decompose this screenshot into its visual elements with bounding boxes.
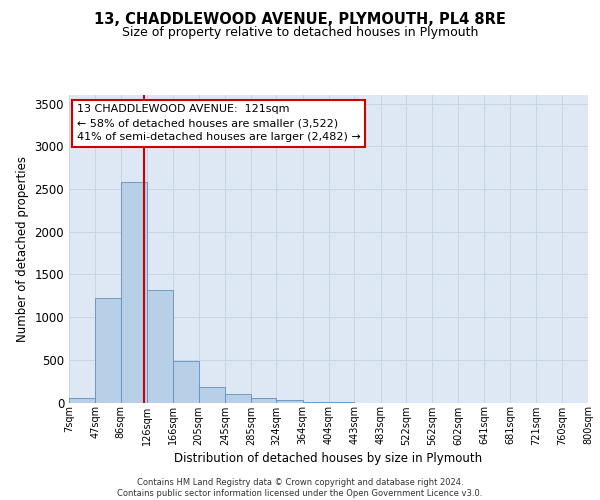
Y-axis label: Number of detached properties: Number of detached properties (16, 156, 29, 342)
Bar (147, 290, 173, 403)
Text: Contains HM Land Registry data © Crown copyright and database right 2024.
Contai: Contains HM Land Registry data © Crown c… (118, 478, 482, 498)
Bar (225, 394, 251, 402)
Bar (121, 182, 147, 402)
Bar (173, 360, 199, 403)
Bar (95, 298, 121, 403)
Text: 13 CHADDLEWOOD AVENUE:  121sqm
← 58% of detached houses are smaller (3,522)
41% : 13 CHADDLEWOOD AVENUE: 121sqm ← 58% of d… (77, 104, 361, 142)
Text: Size of property relative to detached houses in Plymouth: Size of property relative to detached ho… (122, 26, 478, 39)
Bar (277, 400, 302, 402)
Bar (251, 398, 277, 402)
Bar (69, 398, 95, 402)
Bar (199, 386, 225, 402)
Text: 13, CHADDLEWOOD AVENUE, PLYMOUTH, PL4 8RE: 13, CHADDLEWOOD AVENUE, PLYMOUTH, PL4 8R… (94, 12, 506, 28)
X-axis label: Distribution of detached houses by size in Plymouth: Distribution of detached houses by size … (175, 452, 482, 464)
